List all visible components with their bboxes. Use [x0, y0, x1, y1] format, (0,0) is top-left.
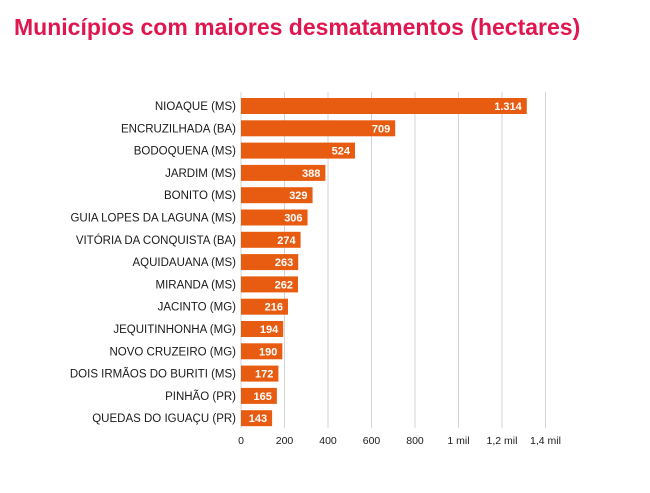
category-label: JEQUITINHONHA (MG) [113, 324, 236, 336]
value-label: 388 [302, 168, 320, 180]
value-label: 216 [265, 302, 283, 314]
x-tick-label: 200 [276, 435, 294, 447]
category-label: JARDIM (MS) [165, 168, 236, 180]
bar [241, 343, 283, 360]
category-label: MIRANDA (MS) [156, 279, 237, 291]
bar [241, 231, 301, 248]
value-label: 274 [277, 235, 296, 247]
bar [241, 164, 326, 181]
value-labels: 1.314 709 524 388 329 306 274 263 262 216 194 190 17… [249, 101, 523, 425]
category-label: GUIA LOPES DA LAGUNA (MS) [70, 213, 236, 225]
value-label: 709 [372, 123, 390, 135]
value-label: 262 [275, 279, 293, 291]
value-label: 194 [260, 324, 279, 336]
x-tick-label: 1,2 mil [487, 435, 518, 447]
bar [241, 321, 284, 337]
category-label: NIOAQUE (MS) [155, 101, 236, 113]
x-tick-label: 800 [406, 435, 424, 447]
bar [241, 120, 396, 137]
x-tick-label: 600 [363, 435, 381, 447]
bar [241, 276, 298, 293]
category-label: AQUIDAUANA (MS) [132, 257, 236, 269]
bars [241, 98, 527, 427]
value-label: 263 [275, 257, 293, 269]
value-label: 165 [254, 391, 272, 403]
category-label: BONITO (MS) [164, 190, 236, 202]
bar [241, 387, 277, 404]
bar [241, 209, 308, 226]
value-label: 190 [259, 346, 277, 358]
value-label: 1.314 [494, 101, 522, 113]
category-label: DOIS IRMÃOS DO BURITI (MS) [70, 368, 236, 381]
value-label: 524 [332, 146, 351, 158]
category-label: BODOQUENA (MS) [134, 146, 236, 158]
category-label: JACINTO (MG) [158, 302, 237, 314]
chart-title: Municípios com maiores desmatamentos (he… [14, 14, 581, 40]
bar [241, 98, 527, 114]
category-label: VITÓRIA DA CONQUISTA (BA) [76, 234, 236, 247]
bar [241, 410, 273, 427]
category-labels: NIOAQUE (MS) ENCRUZILHADA (BA) BODOQUENA (… [70, 101, 236, 425]
value-label: 329 [289, 190, 307, 202]
x-axis-ticks: 0 200 400 600 800 1 mil 1,2 mil 1,4 mil [238, 435, 561, 447]
x-tick-label: 400 [319, 435, 337, 447]
value-label: 172 [255, 369, 273, 381]
x-tick-label: 0 [238, 435, 244, 447]
bar [241, 298, 288, 315]
x-tick-label: 1,4 mil [530, 435, 561, 447]
bar [241, 254, 299, 271]
bar [241, 142, 355, 159]
bar [241, 365, 279, 382]
value-label: 306 [284, 213, 302, 225]
category-label: QUEDAS DO IGUAÇU (PR) [92, 413, 236, 425]
bar [241, 187, 313, 204]
value-label: 143 [249, 413, 267, 425]
category-label: NOVO CRUZEIRO (MG) [110, 346, 237, 358]
x-tick-label: 1 mil [447, 435, 469, 447]
category-label: ENCRUZILHADA (BA) [121, 123, 236, 135]
category-label: PINHÃO (PR) [165, 390, 236, 403]
